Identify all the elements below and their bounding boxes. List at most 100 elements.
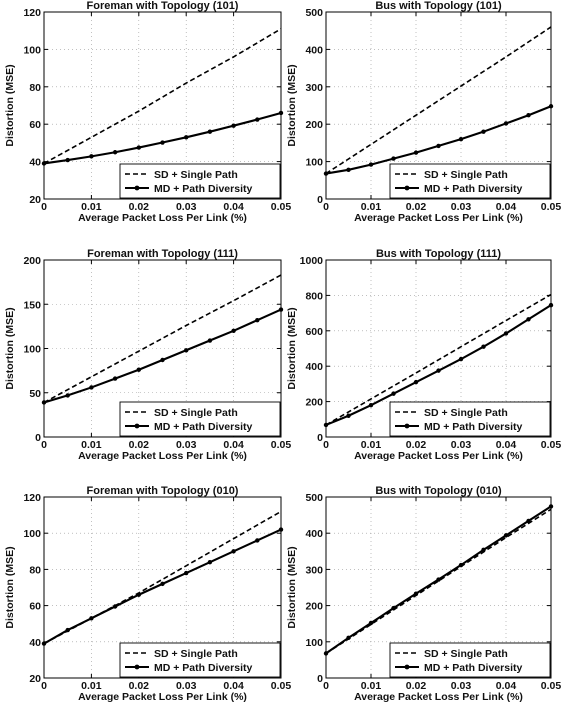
x-tick-label: 0.05: [271, 680, 292, 692]
series-line-sd-single-path: [43, 274, 282, 404]
y-tick-label: 100: [305, 637, 323, 649]
chart-title: Bus with Topology (010): [375, 485, 502, 497]
chart-panel-4: 0 0.01 0.02 0.03 0.04 0.05 0 200 400 600 800 1000 Bu…: [286, 248, 561, 462]
data-point: [65, 393, 70, 398]
legend: SD + Single Path MD + Path Diversity: [119, 642, 281, 678]
y-tick-label: 40: [29, 157, 41, 169]
legend-marker: [404, 423, 410, 429]
data-point: [112, 150, 118, 155]
x-tick-label: 0.02: [129, 439, 150, 451]
x-tick-label: 0.03: [451, 201, 472, 213]
x-tick-label: 0.03: [176, 680, 197, 692]
plot-frame: [43, 11, 282, 200]
y-tick-label: 80: [29, 564, 41, 576]
y-tick-label: 300: [305, 82, 323, 94]
legend-box: [389, 642, 551, 678]
data-point: [391, 605, 396, 611]
y-tick-label: 300: [305, 564, 323, 576]
y-axis-label: Distortion (MSE): [4, 307, 16, 389]
y-tick-label: 600: [305, 326, 323, 338]
legend-label: MD + Path Diversity: [424, 183, 522, 195]
y-tick-label: 100: [23, 44, 41, 56]
data-point: [413, 591, 419, 596]
y-tick-label: 80: [29, 82, 41, 94]
legend: SD + Single Path MD + Path Diversity: [389, 401, 551, 437]
x-tick-label: 0.02: [406, 680, 427, 692]
chart-panel-2: 0 0.01 0.02 0.03 0.04 0.05 0 100 200 300 400 500 Bus…: [286, 0, 561, 224]
data-point: [436, 368, 441, 373]
x-tick-label: 0.05: [271, 439, 292, 451]
data-point: [65, 157, 70, 163]
data-point: [436, 143, 441, 149]
x-tick-label: 0.05: [541, 680, 562, 692]
y-tick-label: 60: [29, 601, 41, 613]
series-line-sd-single-path: [43, 28, 282, 165]
legend-label: MD + Path Diversity: [154, 183, 252, 195]
y-tick-label: 100: [23, 528, 41, 540]
data-point: [503, 121, 509, 126]
chart-title: Foreman with Topology (101): [87, 0, 239, 12]
data-point: [526, 518, 531, 524]
data-point: [526, 113, 531, 118]
x-tick-label: 0.04: [496, 439, 517, 451]
x-tick-label: 0.02: [406, 201, 427, 213]
x-axis-label: Average Packet Loss Per Link (%): [78, 212, 247, 224]
legend-label: SD + Single Path: [424, 407, 508, 419]
y-tick-label: 120: [23, 7, 41, 19]
data-point: [368, 402, 374, 408]
y-axis-label: Distortion (MSE): [286, 307, 298, 389]
x-tick-label: 0: [323, 439, 329, 451]
legend-label: MD + Path Diversity: [154, 421, 252, 433]
legend-label: SD + Single Path: [154, 169, 238, 181]
legend-label: SD + Single Path: [424, 648, 508, 660]
data-point: [346, 167, 351, 173]
x-tick-label: 0.04: [496, 680, 517, 692]
data-point: [481, 547, 486, 553]
data-point: [481, 344, 486, 349]
data-point: [368, 162, 374, 167]
y-tick-label: 400: [305, 361, 323, 373]
chart-title: Foreman with Topology (010): [87, 485, 239, 497]
series-line-sd-single-path: [325, 26, 552, 175]
legend-label: SD + Single Path: [154, 407, 238, 419]
x-tick-label: 0.03: [176, 439, 197, 451]
y-tick-label: 200: [305, 119, 323, 131]
x-tick-label: 0.01: [361, 201, 382, 213]
y-tick-label: 20: [29, 673, 41, 685]
x-tick-label: 0: [41, 680, 47, 692]
data-point: [231, 549, 236, 554]
x-axis-label: Average Packet Loss Per Link (%): [78, 450, 247, 462]
data-point: [458, 562, 464, 568]
y-tick-label: 0: [317, 673, 323, 685]
series-line-sd-single-path: [325, 508, 552, 655]
legend-label: SD + Single Path: [154, 648, 238, 660]
data-point: [413, 379, 419, 385]
chart-panel-1: 0 0.01 0.02 0.03 0.04 0.05 20 40 60 80 100 120 Forem…: [4, 0, 291, 224]
legend-label: SD + Single Path: [424, 169, 508, 181]
y-tick-label: 400: [305, 528, 323, 540]
x-tick-label: 0: [323, 201, 329, 213]
x-tick-label: 0.04: [223, 439, 244, 451]
legend-label: MD + Path Diversity: [154, 662, 252, 674]
legend-box: [389, 163, 551, 199]
data-point: [231, 123, 236, 128]
data-point: [89, 616, 94, 621]
x-tick-label: 0.01: [81, 439, 102, 451]
x-tick-label: 0: [41, 439, 47, 451]
x-tick-label: 0.01: [81, 201, 102, 213]
y-axis-label: Distortion (MSE): [286, 546, 298, 628]
chart-panel-5: 0 0.01 0.02 0.03 0.04 0.05 20 40 60 80 100 120 Forem…: [4, 485, 291, 703]
x-tick-label: 0: [41, 201, 47, 213]
data-point: [65, 627, 70, 633]
data-point: [255, 538, 260, 543]
x-tick-label: 0.01: [361, 439, 382, 451]
legend-marker: [134, 664, 140, 670]
data-point: [346, 413, 351, 418]
data-point: [136, 145, 141, 150]
data-point: [255, 317, 260, 323]
data-point: [503, 533, 509, 538]
y-axis-label: Distortion (MSE): [286, 64, 298, 146]
legend-marker: [134, 185, 140, 191]
data-point: [503, 331, 509, 336]
